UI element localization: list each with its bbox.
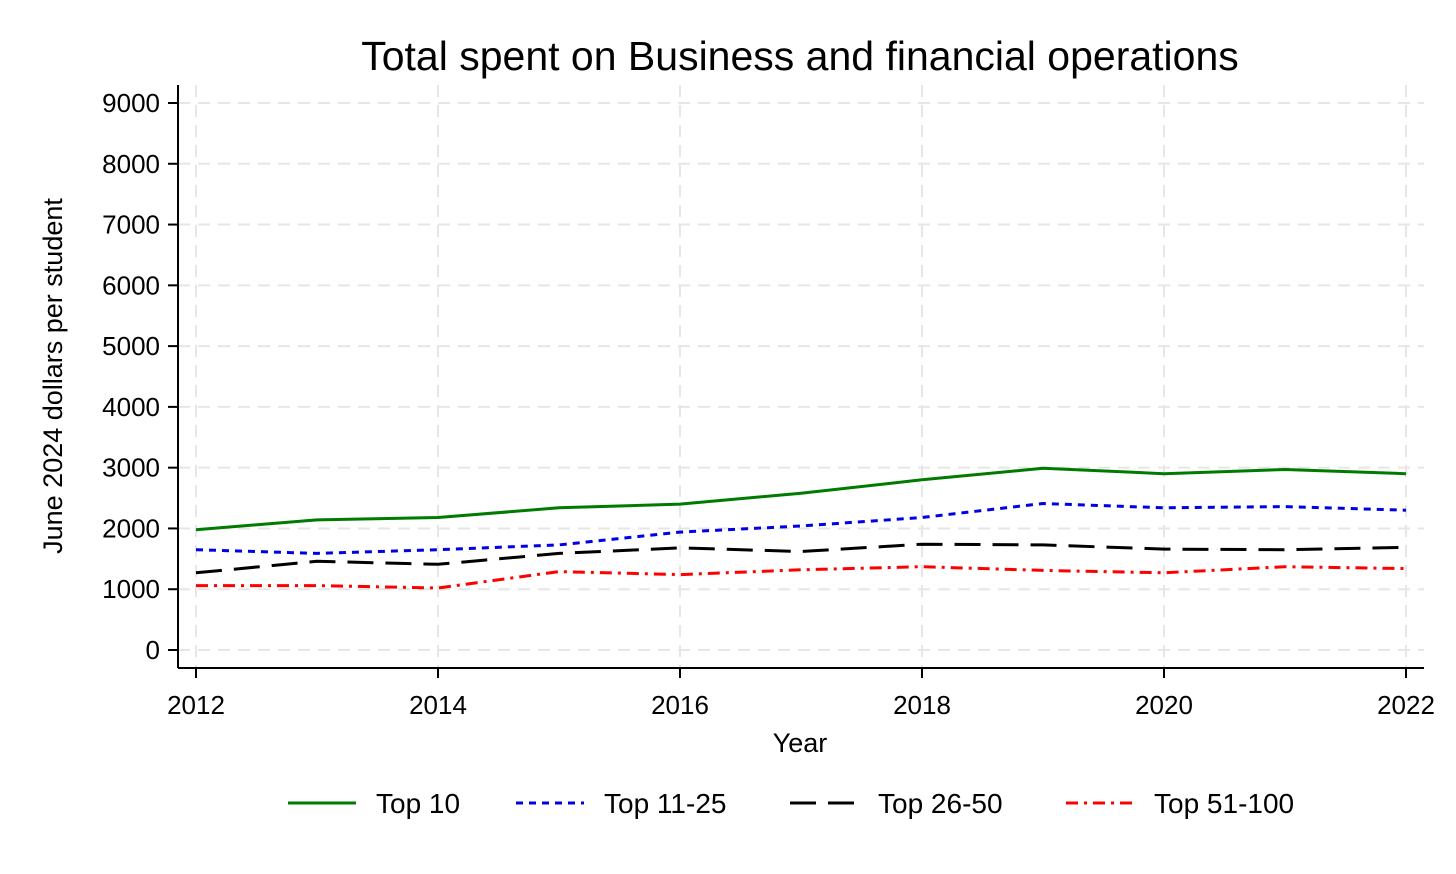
series-layer xyxy=(195,466,1407,590)
y-tick-layer: 0 1000 2000 3000 4000 5000 6000 7000 8000 9000 xyxy=(102,88,178,665)
y-tick-label: 5000 xyxy=(102,331,160,361)
y-tick-label: 0 xyxy=(146,635,160,665)
series-line-top-51-100 xyxy=(196,565,1407,590)
legend-label: Top 51-100 xyxy=(1154,788,1294,819)
series-line-top-11-25 xyxy=(195,502,1407,555)
legend-label: Top 11-25 xyxy=(604,788,726,819)
x-tick-layer: 2012 2014 2016 2018 2020 2022 xyxy=(167,668,1435,720)
y-tick-label: 7000 xyxy=(102,210,160,240)
grid-layer xyxy=(178,85,1424,668)
x-tick-label: 2014 xyxy=(409,690,467,720)
legend-label: Top 26-50 xyxy=(878,788,1003,819)
axes-layer xyxy=(177,85,1424,669)
legend: Top 10 Top 11-25 Top 26-50 Top 51-100 xyxy=(288,788,1294,819)
x-tick-label: 2022 xyxy=(1377,690,1435,720)
y-tick-label: 8000 xyxy=(102,149,160,179)
x-tick-label: 2018 xyxy=(893,690,951,720)
y-tick-label: 9000 xyxy=(102,88,160,118)
y-tick-label: 6000 xyxy=(102,270,160,300)
y-tick-label: 3000 xyxy=(102,453,160,483)
x-tick-label: 2012 xyxy=(167,690,225,720)
chart-title: Total spent on Business and financial op… xyxy=(361,33,1239,79)
legend-label: Top 10 xyxy=(376,788,460,819)
x-tick-label: 2020 xyxy=(1135,690,1193,720)
y-tick-label: 2000 xyxy=(102,513,160,543)
series-line-top-26-50 xyxy=(195,542,1407,575)
x-axis-label: Year xyxy=(773,728,828,758)
x-tick-label: 2016 xyxy=(651,690,709,720)
y-tick-label: 4000 xyxy=(102,392,160,422)
y-axis-label: June 2024 dollars per student xyxy=(38,198,68,554)
y-tick-label: 1000 xyxy=(102,574,160,604)
series-line-top-10 xyxy=(195,466,1407,532)
